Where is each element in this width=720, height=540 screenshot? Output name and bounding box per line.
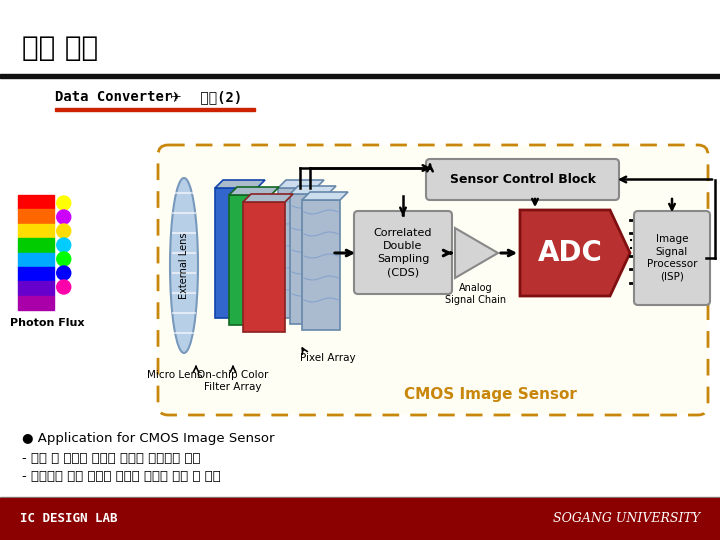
Bar [0, 116, 720, 426]
Text: 사례(2): 사례(2) [192, 90, 242, 104]
Polygon shape [215, 188, 257, 318]
Bar [18, 238, 54, 253]
FancyBboxPatch shape [426, 159, 619, 200]
Text: Data Converter: Data Converter [55, 90, 172, 104]
Bar [18, 253, 54, 267]
Bar [18, 281, 54, 295]
Bar [18, 295, 54, 310]
Polygon shape [302, 200, 340, 330]
Polygon shape [520, 210, 630, 296]
Bar [55, 108, 255, 111]
Circle shape [57, 266, 71, 280]
Polygon shape [229, 195, 271, 325]
Text: Photon Flux: Photon Flux [10, 318, 85, 328]
Polygon shape [290, 186, 336, 194]
Polygon shape [243, 202, 285, 332]
Bar [0, 78, 720, 116]
Circle shape [57, 196, 71, 210]
Text: Sensor Control Block: Sensor Control Block [449, 173, 595, 186]
Circle shape [57, 210, 71, 224]
FancyBboxPatch shape [634, 211, 710, 305]
FancyBboxPatch shape [354, 211, 452, 294]
Bar [18, 224, 54, 238]
Text: Image
Signal
Processor
(ISP): Image Signal Processor (ISP) [647, 234, 697, 281]
Bar [0, 498, 720, 540]
Circle shape [57, 224, 71, 238]
Text: CMOS Image Sensor: CMOS Image Sensor [404, 387, 577, 402]
Polygon shape [243, 194, 293, 202]
Polygon shape [278, 188, 316, 318]
FancyBboxPatch shape [158, 145, 708, 415]
Text: - 아날로그 영상 신호를 디지털 신호로 변환 및 처리: - 아날로그 영상 신호를 디지털 신호로 변환 및 처리 [22, 470, 221, 483]
Text: - 외부 빛 신호를 전기적 신호로 변경하여 처리: - 외부 빛 신호를 전기적 신호로 변경하여 처리 [22, 452, 200, 465]
Text: IC DESIGN LAB: IC DESIGN LAB [20, 512, 117, 525]
Bar [0, 74, 720, 78]
Bar [18, 195, 54, 210]
Text: ● Application for CMOS Image Sensor: ● Application for CMOS Image Sensor [22, 432, 274, 445]
Polygon shape [229, 187, 279, 195]
Text: Micro Lens: Micro Lens [148, 370, 203, 380]
Text: 연구 분야: 연구 분야 [22, 34, 98, 62]
Bar [0, 0, 720, 75]
Polygon shape [455, 228, 498, 278]
Text: On-chip Color
Filter Array: On-chip Color Filter Array [197, 370, 269, 392]
Text: Pixel Array: Pixel Array [300, 353, 356, 363]
Circle shape [57, 238, 71, 252]
Polygon shape [290, 194, 328, 324]
Text: ✈: ✈ [169, 90, 181, 104]
Text: SOGANG UNIVERSITY: SOGANG UNIVERSITY [553, 512, 700, 525]
Polygon shape [302, 192, 348, 200]
Text: External Lens: External Lens [179, 232, 189, 299]
Bar [18, 267, 54, 281]
Ellipse shape [170, 178, 198, 353]
Circle shape [57, 252, 71, 266]
Circle shape [57, 280, 71, 294]
Text: Analog
Signal Chain: Analog Signal Chain [446, 283, 507, 305]
Bar [18, 210, 54, 224]
Text: ADC: ADC [538, 239, 603, 267]
Text: Correlated
Double
Sampling
(CDS): Correlated Double Sampling (CDS) [374, 228, 432, 278]
Polygon shape [215, 180, 265, 188]
Polygon shape [278, 180, 324, 188]
Bar [0, 497, 720, 498]
